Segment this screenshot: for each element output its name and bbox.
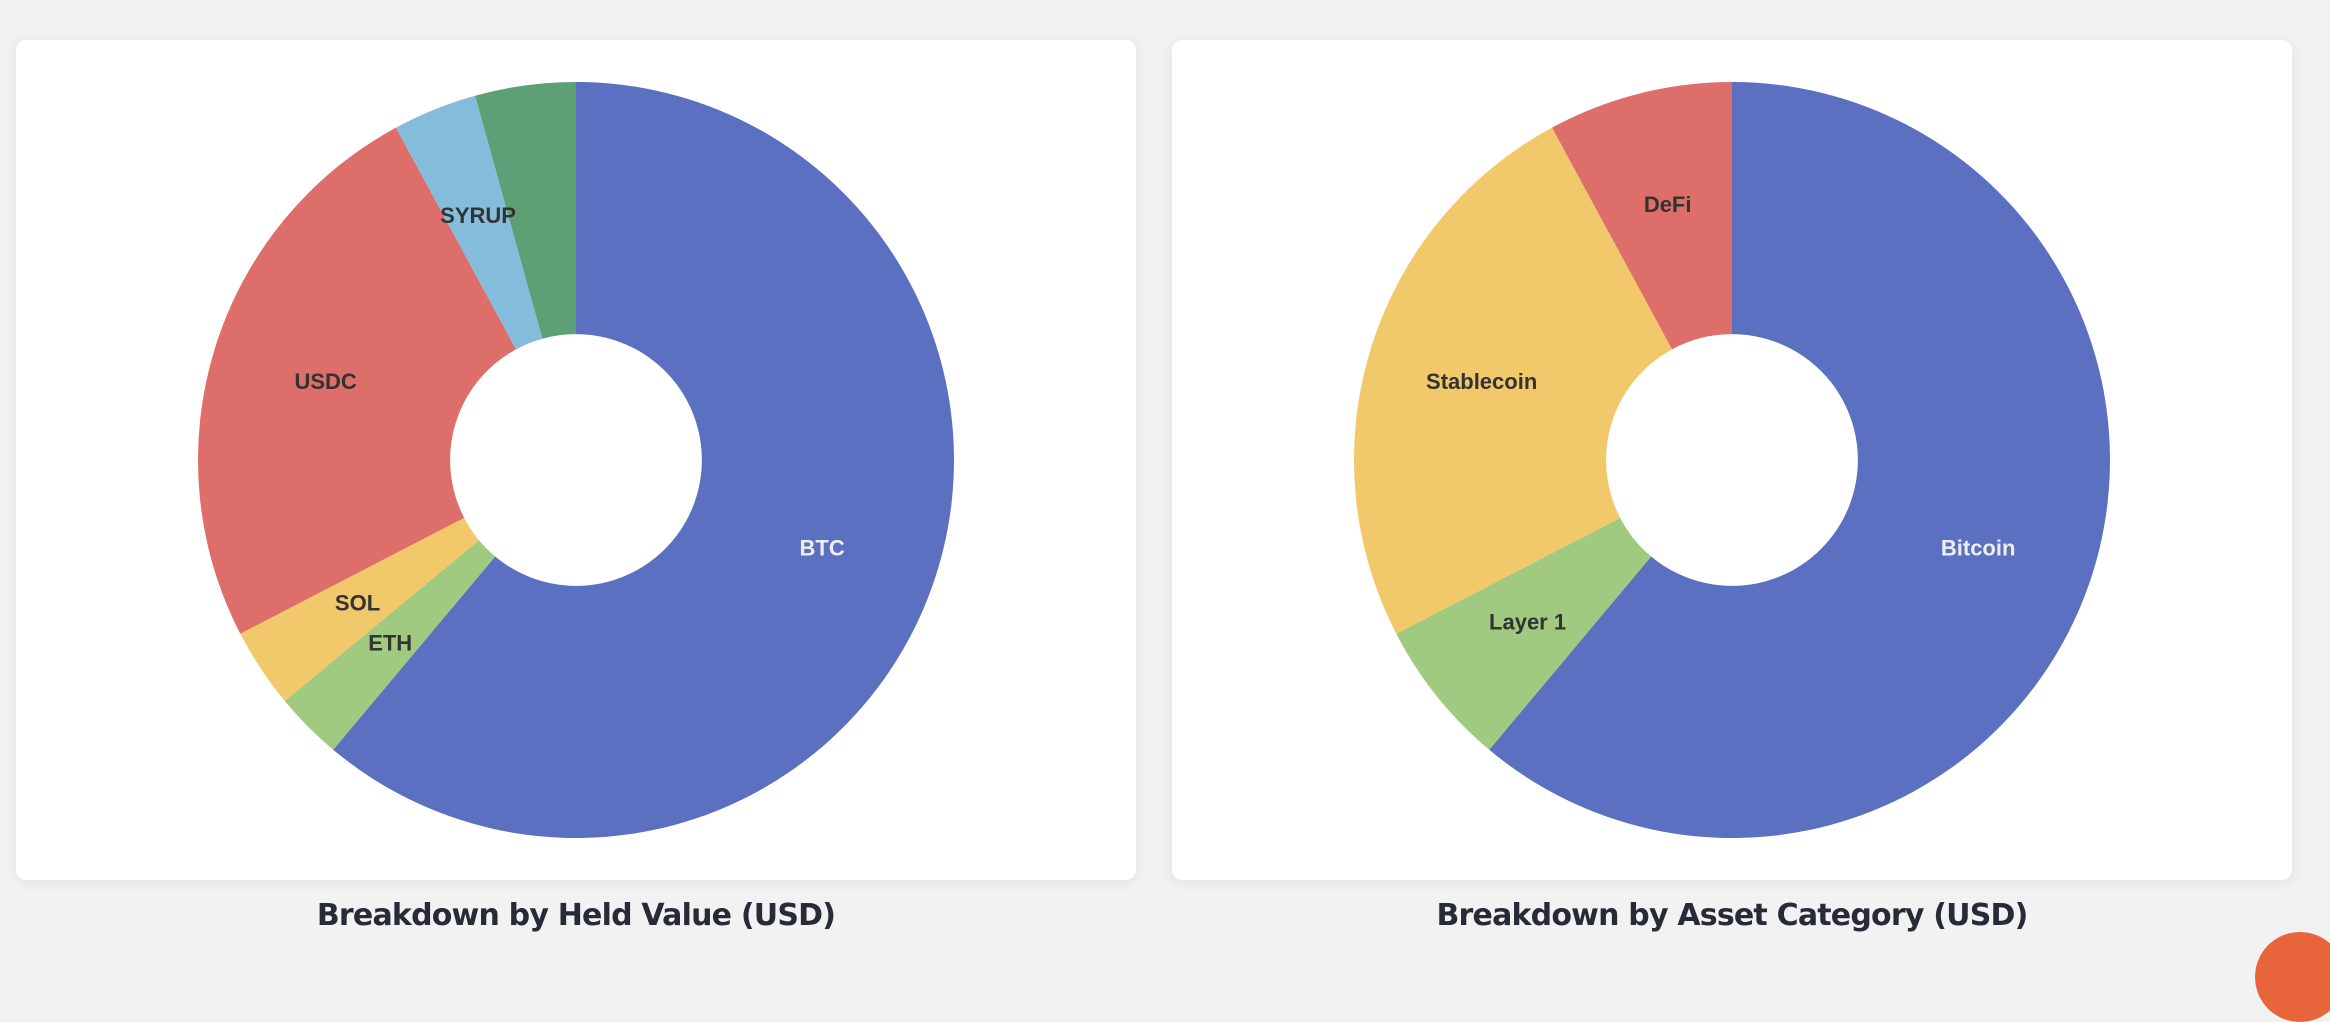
slice-label-btc: BTC [800, 535, 845, 560]
slice-layer-1[interactable] [1396, 517, 1652, 750]
chat-bubble-icon[interactable] [2255, 932, 2330, 1022]
slice-defi[interactable] [1551, 82, 1732, 350]
slice-label-syrup: SYRUP [440, 203, 516, 228]
slice-label-usdc: USDC [294, 369, 356, 394]
slice-label-stablecoin: Stablecoin [1426, 369, 1537, 394]
slice-label-defi: DeFi [1644, 192, 1692, 217]
slice-label-sol: SOL [335, 590, 380, 615]
held-value-chart-title: Breakdown by Held Value (USD) [316, 898, 836, 933]
slice-stablecoin[interactable] [1354, 127, 1673, 634]
slice-label-eth: ETH [368, 630, 412, 655]
held-value-chart-card: BTC ETH SOL USDC SYRUP [16, 40, 1136, 880]
slice-sol[interactable] [240, 517, 480, 701]
asset-category-chart-card: Bitcoin Layer 1 Stablecoin DeFi [1172, 40, 2292, 880]
asset-category-chart-title: Breakdown by Asset Category (USD) [1436, 898, 2028, 933]
held-value-donut-chart: BTC ETH SOL USDC SYRUP [197, 82, 954, 838]
asset-category-panel: Bitcoin Layer 1 Stablecoin DeFi Breakdown b… [1172, 40, 2292, 933]
slice-label-layer-1: Layer 1 [1489, 610, 1566, 635]
slice-usdc[interactable] [197, 127, 517, 634]
slice-syrup[interactable] [395, 95, 543, 350]
slice-eth[interactable] [284, 540, 496, 750]
slice-label-bitcoin: Bitcoin [1941, 535, 2016, 560]
held-value-panel: BTC ETH SOL USDC SYRUP Breakdown by Held Val… [16, 40, 1136, 933]
slice-bitcoin[interactable] [1489, 82, 2110, 838]
slice-other[interactable] [475, 82, 576, 339]
slice-btc[interactable] [333, 82, 954, 838]
asset-category-donut-chart: Bitcoin Layer 1 Stablecoin DeFi [1354, 82, 2110, 838]
